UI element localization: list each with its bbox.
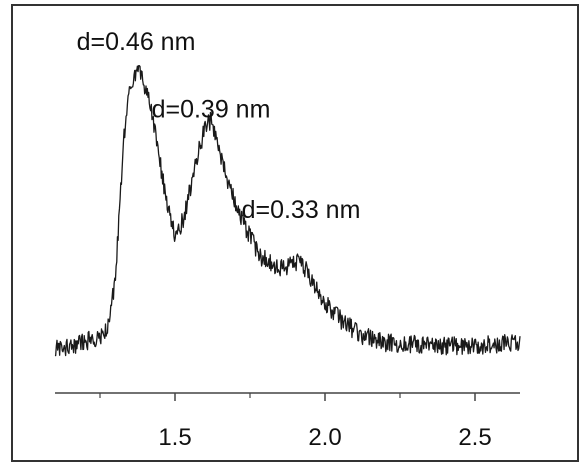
series-group [54, 64, 521, 357]
series-line [54, 64, 521, 357]
peak-annotation: d=0.33 nm [242, 196, 361, 224]
x-tick-label: 2.5 [458, 424, 491, 451]
chart-frame [11, 4, 579, 462]
annotations: d=0.46 nm d=0.39 nm d=0.33 nm [77, 28, 361, 224]
x-axis: 1.5 2.0 2.5 [55, 392, 520, 451]
peak-annotation: d=0.46 nm [77, 28, 196, 56]
x-tick-label: 1.5 [158, 424, 191, 451]
x-tick-label: 2.0 [308, 424, 341, 451]
peak-annotation: d=0.39 nm [152, 95, 271, 123]
